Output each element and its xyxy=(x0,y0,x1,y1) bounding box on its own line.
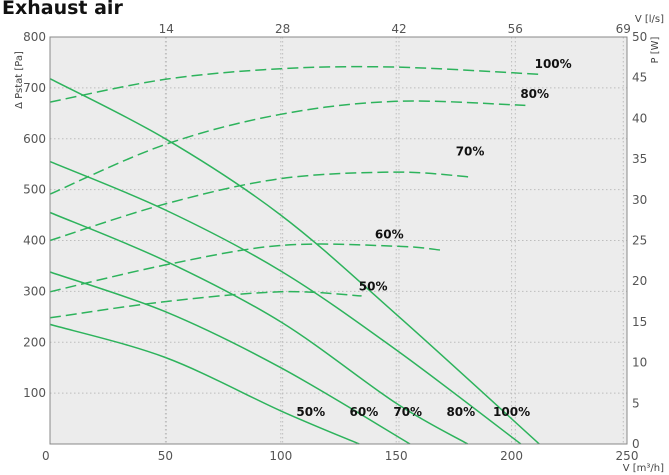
y2-tick-label: 20 xyxy=(632,274,647,288)
pressure-curve-label: 100% xyxy=(493,405,530,419)
y2-tick-label: 45 xyxy=(632,71,647,85)
power-curve-label: 100% xyxy=(535,57,572,71)
x-axis-label: V [m³/h] xyxy=(623,463,664,474)
pressure-curve-100 xyxy=(49,78,540,445)
y-tick-label: 800 xyxy=(23,30,46,44)
y2-tick-label: 30 xyxy=(632,193,647,207)
power-curve-60 xyxy=(49,243,443,293)
curve-labels: 100% 80% 70% 60% 50% 50% 60% 70% 80% 100% xyxy=(296,57,571,419)
y2-tick-label: 0 xyxy=(632,437,640,451)
x-tick-label: 50 xyxy=(158,449,173,463)
y-tick-label: 300 xyxy=(23,284,46,298)
y2-tick-label: 35 xyxy=(632,152,647,166)
x2-axis-label: V [l/s] xyxy=(635,14,664,25)
x2-tick-label: 42 xyxy=(391,22,406,36)
power-curve-70 xyxy=(49,171,471,242)
power-curve-80 xyxy=(49,100,526,195)
x2-tick-label: 14 xyxy=(159,22,174,36)
pressure-curve-label: 80% xyxy=(446,405,475,419)
y-tick-label: 500 xyxy=(23,183,46,197)
power-curve-label: 60% xyxy=(375,227,404,241)
y2-tick-label: 5 xyxy=(632,396,640,410)
x-tick-label: 200 xyxy=(500,449,523,463)
y2-tick-label: 40 xyxy=(632,111,647,125)
pressure-curve-60 xyxy=(49,271,411,445)
pressure-curve-label: 50% xyxy=(296,405,325,419)
curves xyxy=(49,65,542,445)
y2-tick-label: 15 xyxy=(632,315,647,329)
y-tick-label: 100 xyxy=(23,386,46,400)
y-tick-label: 200 xyxy=(23,335,46,349)
y-axis-label: Δ Pstat [Pa] xyxy=(14,51,25,109)
x2-tick-label: 69 xyxy=(616,22,631,36)
grid xyxy=(50,37,627,444)
y-tick-label: 400 xyxy=(23,234,46,248)
y2-tick-label: 50 xyxy=(632,30,647,44)
power-curve-50 xyxy=(49,290,362,319)
power-curve-label: 80% xyxy=(520,87,549,101)
y2-tick-label: 10 xyxy=(632,356,647,370)
y2-tick-label: 25 xyxy=(632,234,647,248)
pressure-curve-label: 70% xyxy=(393,405,422,419)
pressure-curve-80 xyxy=(49,160,522,445)
power-curve-label: 70% xyxy=(456,145,485,159)
power-curve-label: 50% xyxy=(359,279,388,293)
pressure-curve-label: 60% xyxy=(350,405,379,419)
x-tick-label: 100 xyxy=(269,449,292,463)
x2-tick-label: 28 xyxy=(275,22,290,36)
x-tick-label: 250 xyxy=(616,449,639,463)
x-tick-label: 150 xyxy=(385,449,408,463)
pressure-curve-50 xyxy=(49,323,360,445)
y-tick-label: 700 xyxy=(23,81,46,95)
y-tick-label: 600 xyxy=(23,132,46,146)
x2-tick-label: 56 xyxy=(508,22,523,36)
power-curve-100 xyxy=(49,65,542,103)
x-tick-label: 0 xyxy=(42,449,50,463)
chart-title: Exhaust air xyxy=(2,0,123,19)
plot-frame xyxy=(49,36,628,445)
y2-axis-label: P [W] xyxy=(650,36,661,63)
pressure-curve-70 xyxy=(49,211,469,445)
